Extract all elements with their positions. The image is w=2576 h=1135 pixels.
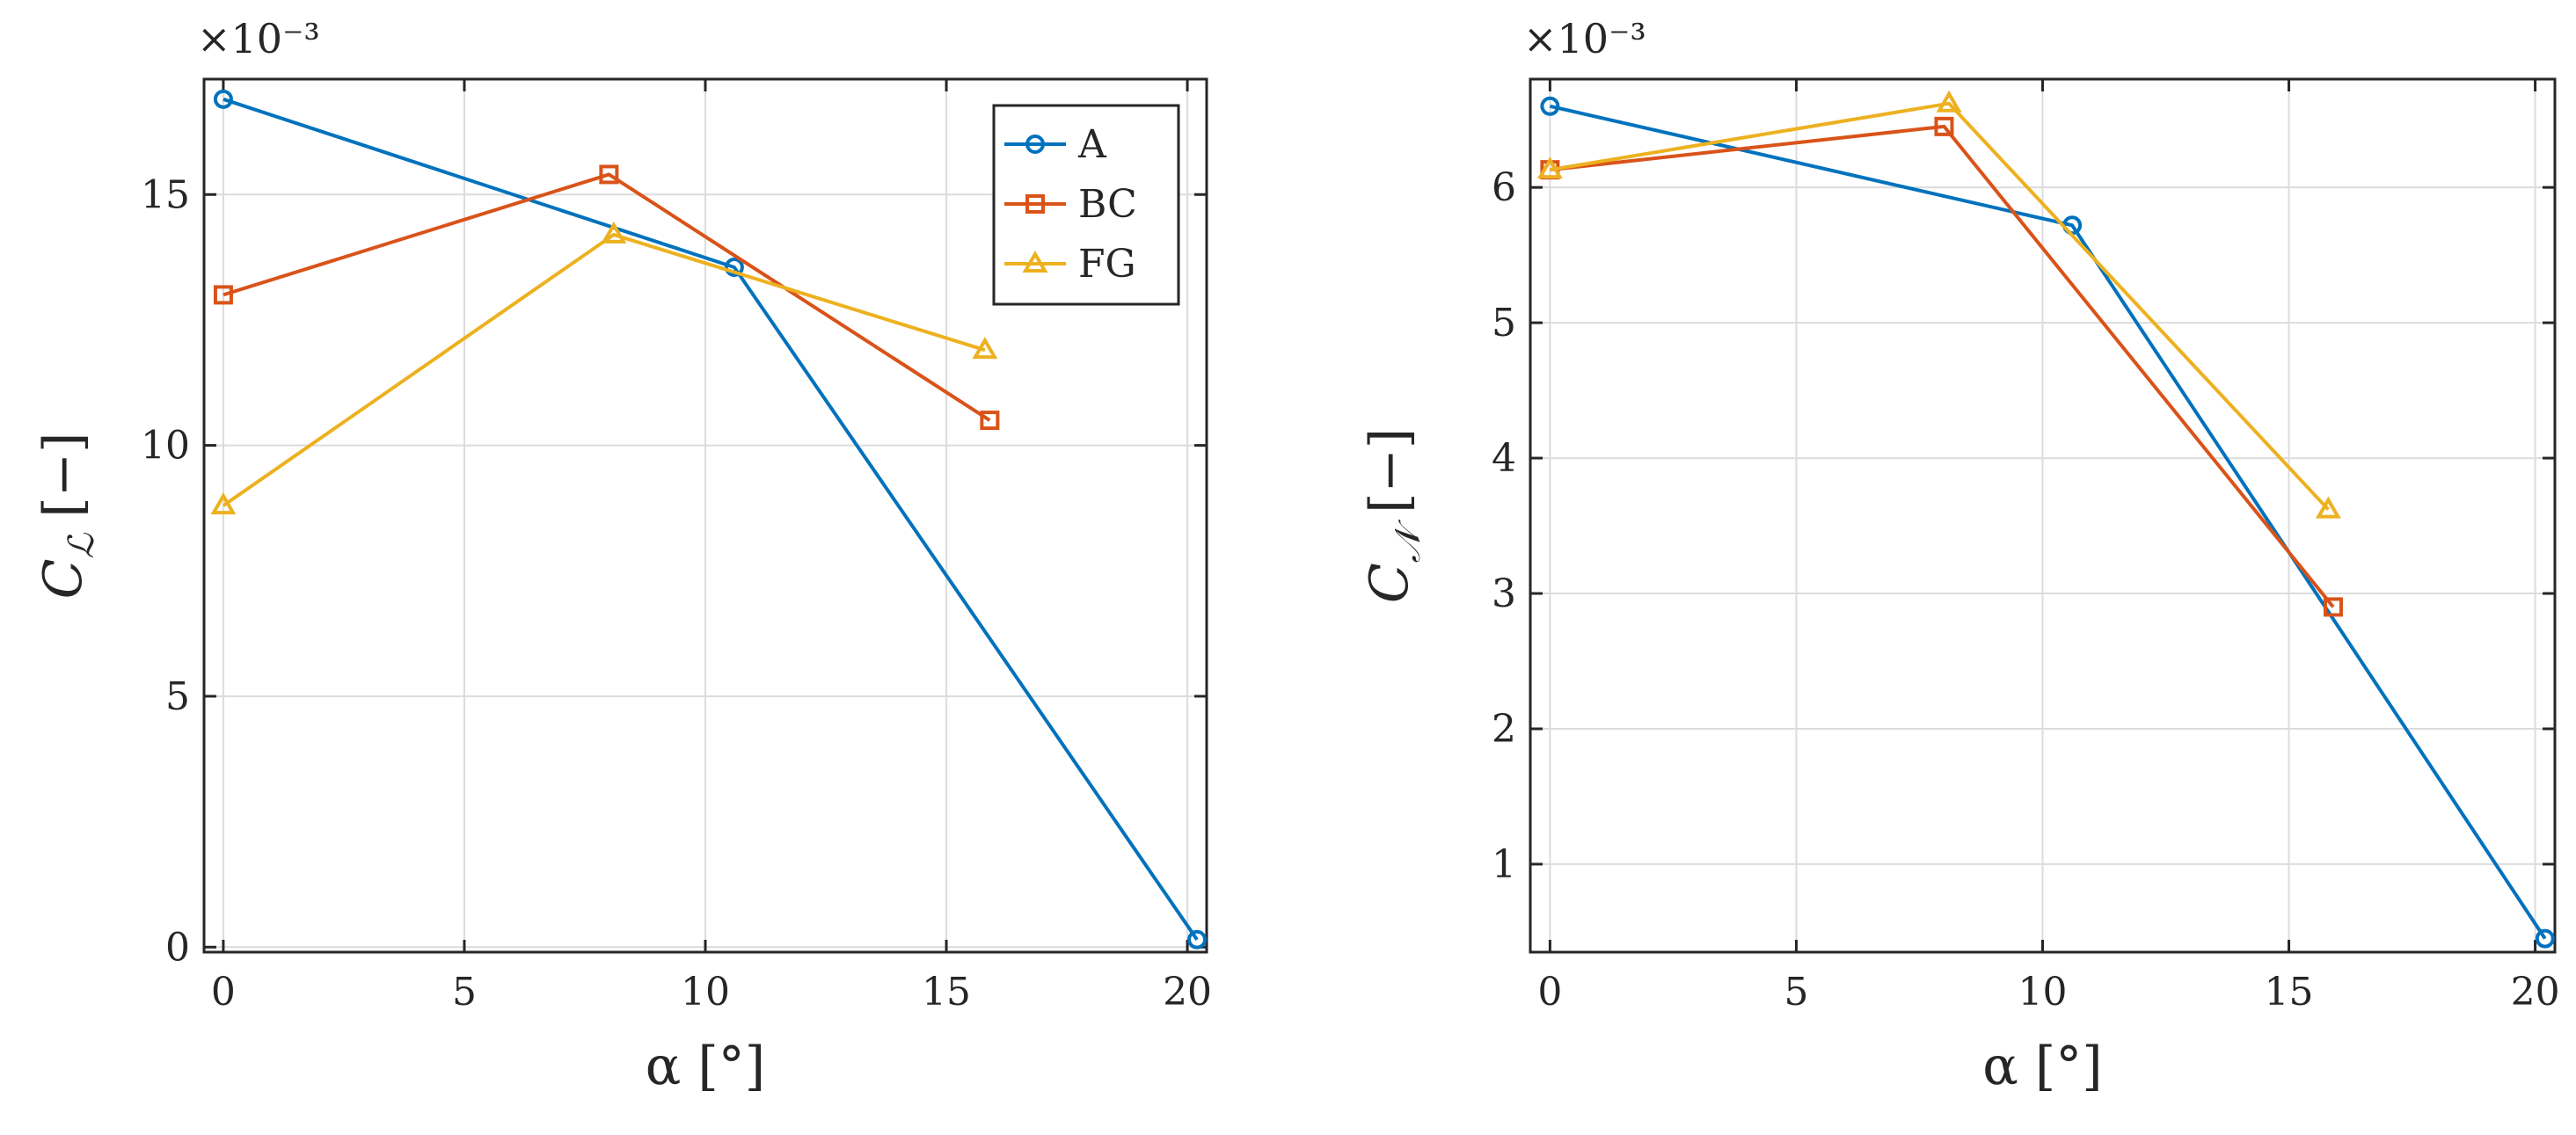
data-point-a <box>2535 928 2555 949</box>
y-tick-label: 4 <box>1492 436 1516 481</box>
series-a <box>213 89 1208 949</box>
y-axis-label: Cℒ [−] <box>33 433 102 600</box>
legend-marker-bc <box>1025 194 1045 214</box>
data-point-fg <box>1536 156 1563 179</box>
normal-coefficient-plot: 0 5 10 15 20 1 2 3 4 5 6 ×10⁻³ α [°] C𝒩 [−] <box>1359 15 2560 1097</box>
data-point-a <box>1187 929 1208 949</box>
x-tick-label: 10 <box>681 970 730 1015</box>
data-point-bc <box>980 411 1000 431</box>
y-tick-label: 15 <box>141 172 190 217</box>
y-tick-label: 3 <box>1492 571 1516 616</box>
series-bc <box>213 164 1000 431</box>
y-axis-label-subscript: ℒ <box>62 532 102 558</box>
x-tick-label: 5 <box>452 970 477 1015</box>
y-tick-label: 5 <box>1492 301 1516 346</box>
x-tick-label: 0 <box>211 970 236 1015</box>
x-tick-label: 20 <box>2511 970 2560 1015</box>
x-tick-label: 5 <box>1784 970 1808 1015</box>
legend-marker-a <box>1025 135 1045 154</box>
y-axis-label-unit: [−] <box>33 433 94 518</box>
legend-entry-bc: BC <box>1078 182 1137 227</box>
y-tick-label: 0 <box>165 925 190 970</box>
series-fg <box>210 221 998 515</box>
x-tick-label: 0 <box>1537 970 1562 1015</box>
y-tick-label: 5 <box>165 674 190 719</box>
data-point-bc <box>213 285 233 305</box>
series-line-fg <box>1550 101 2330 511</box>
y-exponent-label: ×10⁻³ <box>197 15 320 62</box>
data-point-fg <box>2315 496 2341 519</box>
legend-entry-fg: FG <box>1078 242 1136 287</box>
y-axis-label: C𝒩 [−] <box>1359 428 1428 603</box>
x-tick-label: 20 <box>1163 970 1212 1015</box>
series-line-a <box>223 97 1199 941</box>
x-axis-label: α [°] <box>1982 1036 2102 1097</box>
x-tick-label: 15 <box>922 970 971 1015</box>
y-axis-label-unit: [−] <box>1359 428 1420 513</box>
y-tick-label: 2 <box>1492 707 1516 752</box>
data-point-fg <box>972 337 998 360</box>
data-point-fg <box>601 221 627 244</box>
y-tick-label: 6 <box>1492 165 1516 210</box>
data-point-bc <box>1934 116 1954 136</box>
series-line-a <box>1549 104 2547 940</box>
series-line-fg <box>222 232 986 507</box>
series-line-bc <box>223 172 991 422</box>
y-exponent-label: ×10⁻³ <box>1523 15 1646 62</box>
data-point-fg <box>210 492 237 515</box>
lift-coefficient-plot: 0 5 10 15 20 0 5 10 15 ×10⁻³ α [°] Cℒ [−] A BC FG <box>33 15 1212 1097</box>
data-point-bc <box>599 164 619 185</box>
y-axis-label-subscript: 𝒩 <box>1388 519 1428 563</box>
data-point-fg <box>1936 90 1962 113</box>
y-axis-label-main: C <box>33 558 94 599</box>
y-tick-label: 10 <box>141 424 190 469</box>
x-tick-label: 15 <box>2265 970 2314 1015</box>
data-point-bc <box>2323 597 2343 617</box>
y-axis-label-main: C <box>1359 563 1420 603</box>
series-fg <box>1536 90 2341 519</box>
y-tick-label: 1 <box>1492 842 1516 887</box>
series-a <box>1540 96 2555 949</box>
data-point-a <box>724 258 744 278</box>
legend-entry-a: A <box>1077 122 1107 167</box>
x-axis-label: α [°] <box>646 1036 765 1097</box>
legend-marker-fg <box>1022 251 1048 273</box>
data-point-a <box>213 89 233 109</box>
data-point-a <box>1540 96 1560 116</box>
series-line-bc <box>1550 124 2335 608</box>
x-tick-label: 10 <box>2018 970 2068 1015</box>
series-bc <box>1540 116 2343 617</box>
legend: A BC FG <box>992 104 1180 306</box>
